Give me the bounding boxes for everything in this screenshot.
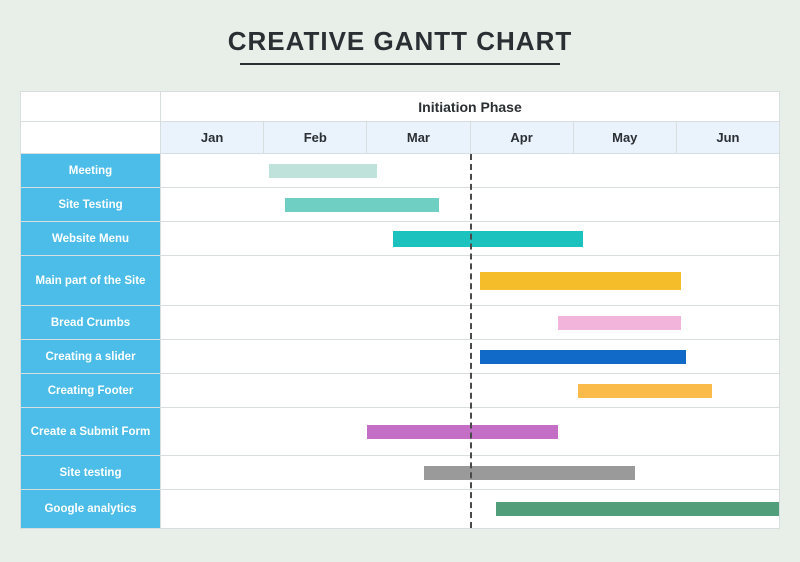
gantt-bar [393, 231, 584, 247]
task-rows-container: MeetingSite TestingWebsite MenuMain part… [21, 154, 779, 528]
task-row: Site testing [21, 456, 779, 490]
task-row: Creating Footer [21, 374, 779, 408]
task-label: Site Testing [21, 188, 161, 221]
task-row: Site Testing [21, 188, 779, 222]
month-header: Jan [161, 122, 264, 153]
task-label: Create a Submit Form [21, 408, 161, 455]
gantt-bar [367, 425, 558, 439]
month-header: Mar [367, 122, 470, 153]
task-label: Meeting [21, 154, 161, 187]
chart-title: CREATIVE GANTT CHART [20, 16, 780, 73]
title-underline [240, 63, 560, 65]
task-label: Google analytics [21, 490, 161, 528]
month-header: May [574, 122, 677, 153]
gantt-bar [578, 384, 712, 398]
task-label: Website Menu [21, 222, 161, 255]
gantt-bar [558, 316, 682, 330]
gantt-bar [269, 164, 377, 178]
months-corner [21, 122, 161, 153]
phase-label: Initiation Phase [161, 92, 779, 121]
task-row: Meeting [21, 154, 779, 188]
months-header-row: JanFebMarAprMayJun [21, 122, 779, 154]
task-row: Bread Crumbs [21, 306, 779, 340]
task-label: Creating Footer [21, 374, 161, 407]
task-row: Main part of the Site [21, 256, 779, 306]
month-header: Jun [677, 122, 779, 153]
phase-corner [21, 92, 161, 121]
gantt-bar [424, 466, 635, 480]
task-label: Site testing [21, 456, 161, 489]
phase-divider [470, 154, 472, 528]
task-row: Creating a slider [21, 340, 779, 374]
task-row: Website Menu [21, 222, 779, 256]
chart-title-text: CREATIVE GANTT CHART [228, 26, 573, 56]
task-row: Create a Submit Form [21, 408, 779, 456]
task-label: Creating a slider [21, 340, 161, 373]
task-row: Google analytics [21, 490, 779, 528]
month-header: Feb [264, 122, 367, 153]
month-header: Apr [471, 122, 574, 153]
gantt-bar [285, 198, 440, 212]
task-label: Main part of the Site [21, 256, 161, 305]
phase-header-row: Initiation Phase [21, 92, 779, 122]
gantt-bar [480, 350, 686, 364]
gantt-chart: Initiation Phase JanFebMarAprMayJun Meet… [20, 91, 780, 529]
gantt-bar [480, 272, 681, 290]
gantt-bar [496, 502, 779, 516]
task-label: Bread Crumbs [21, 306, 161, 339]
